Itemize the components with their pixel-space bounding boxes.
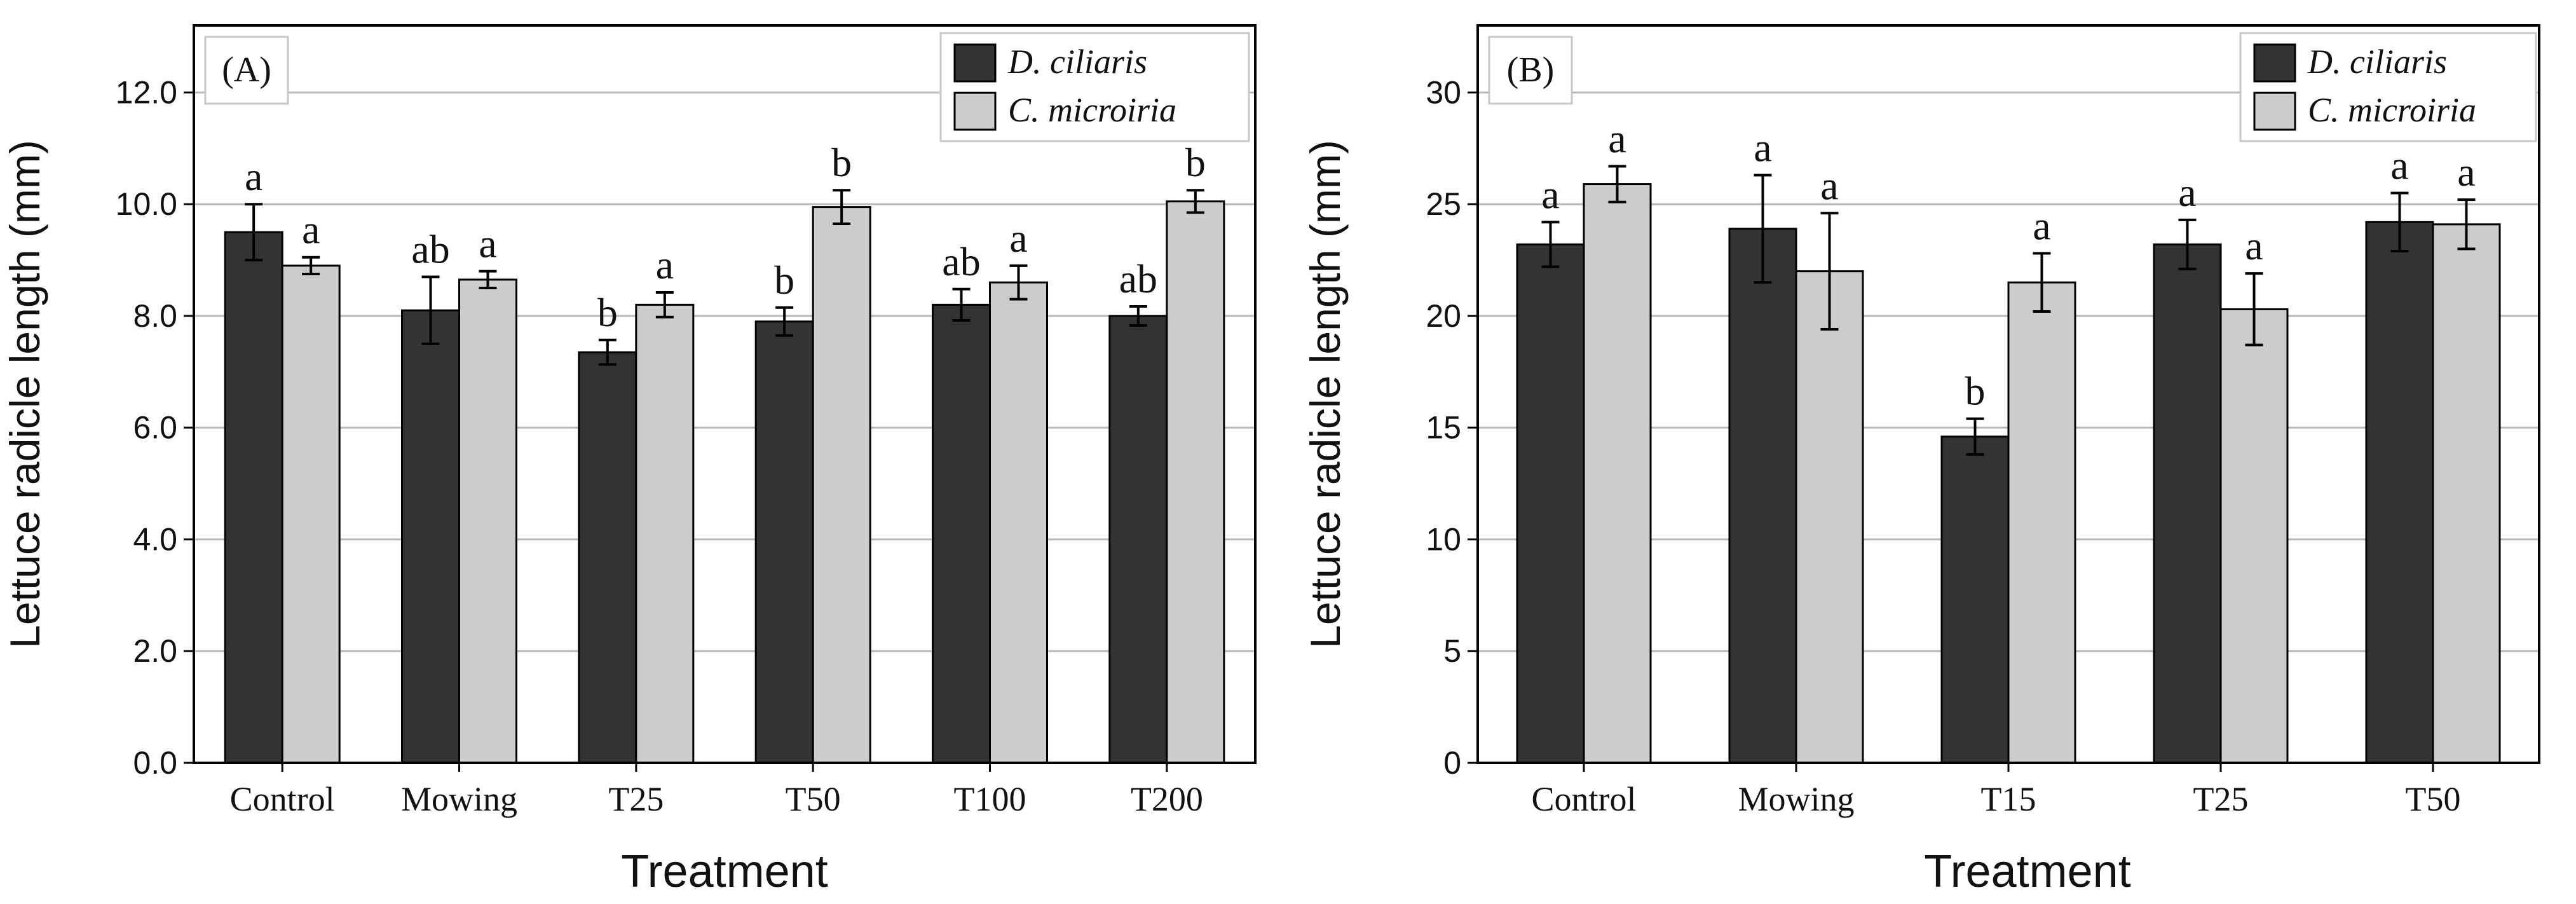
bar-c-microiria bbox=[281, 264, 341, 764]
bar-c-microiria bbox=[635, 303, 695, 764]
significance-letter: a bbox=[1009, 216, 1027, 261]
y-tick-label: 6.0 bbox=[133, 410, 177, 446]
x-tick-label: T15 bbox=[1981, 780, 2036, 818]
legend-label: C. microiria bbox=[1008, 91, 1176, 129]
x-tick-label: Control bbox=[1531, 780, 1636, 818]
bar-c-microiria bbox=[1583, 183, 1652, 764]
legend-swatch bbox=[953, 43, 997, 83]
bar-d-ciliaris bbox=[1728, 228, 1797, 764]
y-tick-label: 8.0 bbox=[133, 298, 177, 334]
y-tick-label: 10 bbox=[1426, 521, 1461, 557]
significance-letter: ab bbox=[942, 239, 980, 284]
bar-d-ciliaris bbox=[578, 351, 637, 764]
significance-letter: a bbox=[1820, 163, 1838, 208]
panel-label-box bbox=[1488, 36, 1573, 105]
bar-d-ciliaris bbox=[1516, 243, 1585, 764]
y-tick-label: 10.0 bbox=[116, 186, 177, 222]
x-tick-label: Control bbox=[230, 780, 335, 818]
y-tick-label: 0 bbox=[1443, 745, 1461, 781]
plot-frame bbox=[1476, 24, 2540, 764]
y-tick-label: 5 bbox=[1443, 633, 1461, 669]
x-axis-label: Treatment bbox=[621, 846, 828, 897]
x-tick-label: Mowing bbox=[1738, 780, 1854, 818]
bar-d-ciliaris bbox=[224, 231, 283, 764]
significance-letter: b bbox=[1185, 140, 1206, 185]
significance-letter: b bbox=[1965, 369, 1986, 414]
legend-label: D. ciliaris bbox=[2307, 43, 2447, 81]
significance-letter: a bbox=[656, 242, 674, 287]
x-tick-label: T50 bbox=[786, 780, 841, 818]
legend-label: C. microiria bbox=[2308, 91, 2476, 129]
bar-c-microiria bbox=[1795, 270, 1864, 764]
x-tick-label: T50 bbox=[2406, 780, 2461, 818]
x-axis-label: Treatment bbox=[1924, 846, 2130, 897]
x-tick-label: T25 bbox=[2193, 780, 2249, 818]
significance-letter: ab bbox=[1119, 256, 1157, 301]
significance-letter: ab bbox=[411, 226, 449, 271]
bar-d-ciliaris bbox=[1940, 435, 2010, 764]
legend-label: D. ciliaris bbox=[1007, 43, 1147, 81]
bar-d-ciliaris bbox=[401, 309, 460, 764]
bar-d-ciliaris bbox=[2365, 221, 2434, 764]
y-tick-label: 0.0 bbox=[133, 745, 177, 781]
legend-swatch bbox=[2253, 43, 2296, 83]
x-tick-label: T100 bbox=[954, 780, 1026, 818]
y-tick-label: 30 bbox=[1426, 74, 1461, 110]
significance-letter: b bbox=[831, 140, 852, 185]
bar-c-microiria bbox=[1166, 200, 1225, 764]
y-tick-label: 2.0 bbox=[133, 633, 177, 669]
panel-label: (B) bbox=[1507, 50, 1555, 90]
y-axis-label: Lettuce radicle length (mm) bbox=[1302, 140, 1349, 648]
y-tick-label: 20 bbox=[1426, 298, 1461, 334]
bar-d-ciliaris bbox=[932, 303, 991, 764]
bar-c-microiria bbox=[2007, 281, 2076, 764]
y-tick-label: 15 bbox=[1426, 410, 1461, 446]
y-axis-label: Lettuce radicle length (mm) bbox=[1, 140, 48, 648]
plot-frame bbox=[193, 24, 1257, 764]
significance-letter: a bbox=[2457, 149, 2475, 195]
bar-c-microiria bbox=[2432, 223, 2501, 764]
significance-letter: b bbox=[774, 257, 794, 303]
x-tick-label: T200 bbox=[1131, 780, 1203, 818]
panel-label-box bbox=[204, 36, 289, 105]
significance-letter: a bbox=[1608, 116, 1626, 161]
significance-letter: a bbox=[1541, 172, 1559, 217]
chart-panel-b: 0 5 10 15 20 25 30 a a b a a a a a a a Control Mowing T15 T2… bbox=[1302, 24, 2540, 897]
y-tick-label: 25 bbox=[1426, 186, 1461, 222]
significance-letter: a bbox=[302, 207, 320, 252]
bar-c-microiria bbox=[458, 278, 517, 764]
panel-label: (A) bbox=[222, 50, 271, 90]
significance-letter: a bbox=[2033, 203, 2050, 249]
bar-d-ciliaris bbox=[754, 320, 814, 764]
x-tick-label: T25 bbox=[608, 780, 664, 818]
significance-letter: a bbox=[2245, 223, 2263, 268]
legend-swatch bbox=[953, 92, 997, 131]
bar-c-microiria bbox=[2219, 308, 2289, 764]
y-tick-label: 4.0 bbox=[133, 521, 177, 557]
y-tick-label: 12.0 bbox=[116, 74, 177, 110]
bar-c-microiria bbox=[989, 281, 1048, 764]
x-tick-label: Mowing bbox=[401, 780, 517, 818]
bar-d-ciliaris bbox=[2153, 243, 2222, 764]
bar-d-ciliaris bbox=[1108, 315, 1168, 764]
significance-letter: a bbox=[2390, 143, 2408, 188]
significance-letter: b bbox=[597, 290, 618, 335]
significance-letter: a bbox=[245, 154, 262, 199]
significance-letter: a bbox=[2178, 170, 2196, 215]
significance-letter: a bbox=[479, 221, 496, 266]
bar-c-microiria bbox=[812, 206, 871, 764]
significance-letter: a bbox=[1754, 125, 1771, 170]
legend-swatch bbox=[2253, 92, 2296, 131]
